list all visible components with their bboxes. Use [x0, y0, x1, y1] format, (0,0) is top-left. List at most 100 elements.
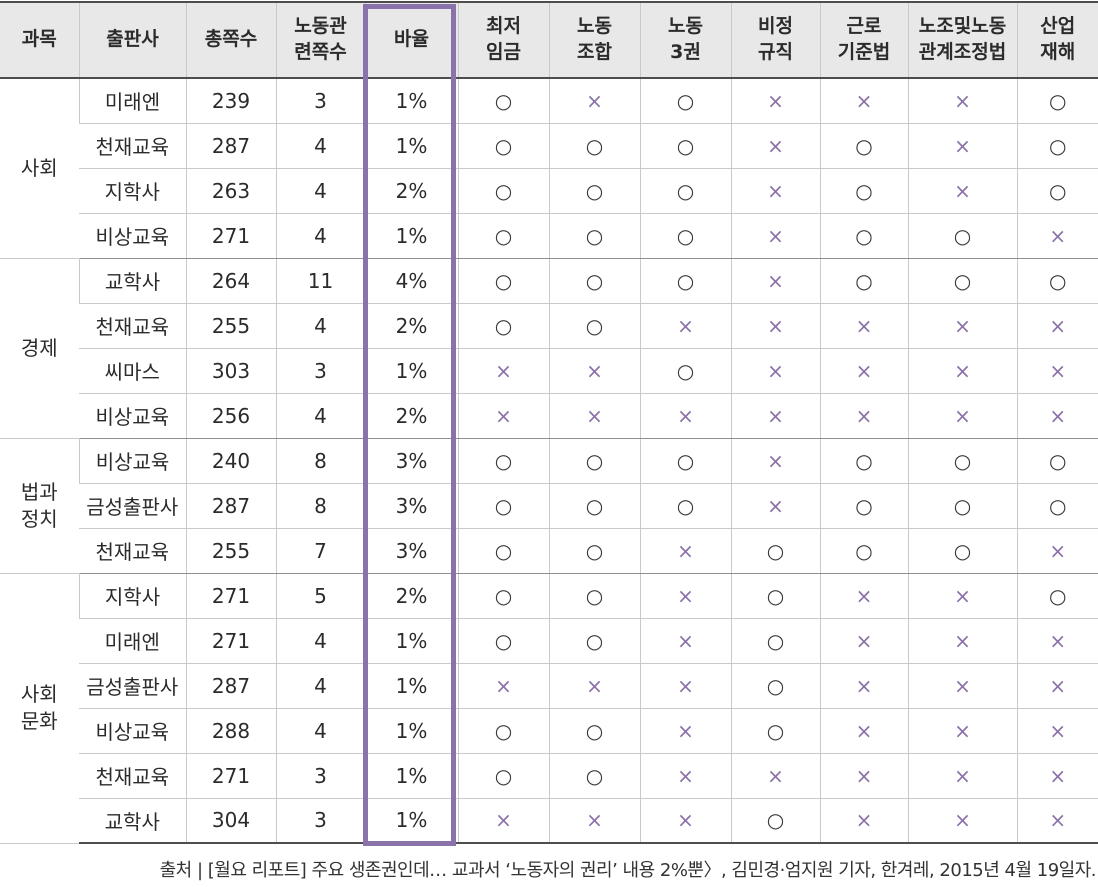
excluded-mark: ×	[907, 303, 1017, 349]
header-label: 최저	[486, 15, 521, 38]
included-mark: ○	[639, 213, 731, 259]
header-labor-pages: 노동관 련쪽수	[275, 1, 365, 79]
subject-cell: 사회 문화	[0, 573, 79, 844]
excluded-mark: ×	[907, 168, 1017, 214]
excluded-mark: ×	[1016, 798, 1098, 844]
excluded-mark: ×	[907, 708, 1017, 754]
publisher-cell: 비상교육	[79, 213, 186, 259]
excluded-mark: ×	[907, 393, 1017, 439]
labor-pages-cell: 11	[275, 258, 365, 304]
labor-pages-cell: 3	[275, 78, 365, 124]
header-label: 조합	[577, 41, 612, 63]
excluded-mark: ×	[819, 618, 908, 664]
header-labor-standards: 근로 기준법	[819, 1, 908, 79]
excluded-mark: ×	[819, 573, 908, 619]
publisher-cell: 금성출판사	[79, 483, 186, 529]
included-mark: ○	[548, 168, 640, 214]
ratio-cell: 1%	[364, 348, 458, 394]
header-row: 과목 출판사 총쪽수 노동관 련쪽수 바율 최저 임금 노동 조합 노동 3권 비정 규직…	[0, 1, 1098, 79]
ratio-cell: 1%	[364, 663, 458, 709]
publisher-cell: 씨마스	[79, 348, 186, 394]
publisher-cell: 교학사	[79, 798, 186, 844]
excluded-mark: ×	[730, 348, 820, 394]
included-mark: ○	[1016, 168, 1098, 214]
subject-cell: 경제	[0, 258, 79, 439]
excluded-mark: ×	[730, 168, 820, 214]
excluded-mark: ×	[1016, 303, 1098, 349]
included-mark: ○	[457, 573, 549, 619]
included-mark: ○	[639, 348, 731, 394]
labor-pages-cell: 3	[275, 348, 365, 394]
excluded-mark: ×	[907, 663, 1017, 709]
total-pages-cell: 287	[185, 123, 276, 169]
excluded-mark: ×	[819, 753, 908, 799]
total-pages-cell: 271	[185, 753, 276, 799]
excluded-mark: ×	[457, 348, 549, 394]
labor-pages-cell: 8	[275, 483, 365, 529]
excluded-mark: ×	[819, 78, 908, 124]
excluded-mark: ×	[730, 78, 820, 124]
total-pages-cell: 263	[185, 168, 276, 214]
included-mark: ○	[548, 483, 640, 529]
excluded-mark: ×	[1016, 708, 1098, 754]
excluded-mark: ×	[1016, 663, 1098, 709]
excluded-mark: ×	[730, 438, 820, 484]
table-row: 경제 교학사 264 11 4% ○ ○ ○ × ○ ○ ○	[0, 258, 1098, 439]
excluded-mark: ×	[1016, 213, 1098, 259]
excluded-mark: ×	[907, 78, 1017, 124]
header-label: 근로	[846, 15, 882, 38]
labor-pages-cell: 4	[275, 213, 365, 259]
subject-label: 정치	[20, 506, 58, 531]
excluded-mark: ×	[1016, 348, 1098, 394]
excluded-mark: ×	[819, 663, 908, 709]
publisher-cell: 비상교육	[79, 708, 186, 754]
header-three-rights: 노동 3권	[639, 1, 731, 79]
header-label: 규직	[758, 41, 793, 63]
header-label: 노동관	[294, 15, 347, 38]
ratio-cell: 1%	[364, 78, 458, 124]
included-mark: ○	[730, 528, 820, 574]
included-mark: ○	[639, 168, 731, 214]
excluded-mark: ×	[548, 798, 640, 844]
included-mark: ○	[1016, 258, 1098, 304]
included-mark: ○	[639, 78, 731, 124]
ratio-cell: 1%	[364, 753, 458, 799]
table-row: 지학사 263 4 2% ○ ○ ○ × ○ × ○	[0, 168, 1098, 214]
header-label: 3권	[670, 41, 701, 63]
header-union: 노동 조합	[548, 1, 640, 79]
header-label: 총쪽수	[204, 28, 258, 51]
publisher-cell: 천재교육	[79, 303, 186, 349]
excluded-mark: ×	[730, 483, 820, 529]
ratio-cell: 2%	[364, 573, 458, 619]
total-pages-cell: 240	[185, 438, 276, 484]
ratio-cell: 1%	[364, 708, 458, 754]
header-label: 바율	[394, 28, 429, 51]
included-mark: ○	[457, 483, 549, 529]
labor-pages-cell: 4	[275, 618, 365, 664]
included-mark: ○	[907, 438, 1017, 484]
excluded-mark: ×	[907, 798, 1017, 844]
table-row: 금성출판사 287 8 3% ○ ○ ○ × ○ ○ ○	[0, 483, 1098, 529]
total-pages-cell: 256	[185, 393, 276, 439]
included-mark: ○	[548, 303, 640, 349]
header-label: 노조및노동	[918, 15, 1007, 38]
included-mark: ○	[819, 123, 908, 169]
excluded-mark: ×	[639, 528, 731, 574]
excluded-mark: ×	[639, 303, 731, 349]
total-pages-cell: 304	[185, 798, 276, 844]
subject-label: 경제	[20, 335, 58, 360]
total-pages-cell: 287	[185, 663, 276, 709]
excluded-mark: ×	[819, 348, 908, 394]
total-pages-cell: 271	[185, 618, 276, 664]
included-mark: ○	[548, 753, 640, 799]
excluded-mark: ×	[819, 708, 908, 754]
included-mark: ○	[548, 438, 640, 484]
excluded-mark: ×	[1016, 618, 1098, 664]
publisher-cell: 천재교육	[79, 528, 186, 574]
excluded-mark: ×	[639, 708, 731, 754]
included-mark: ○	[457, 618, 549, 664]
included-mark: ○	[819, 213, 908, 259]
excluded-mark: ×	[639, 663, 731, 709]
included-mark: ○	[457, 753, 549, 799]
table-row: 비상교육 288 4 1% ○ ○ × ○ × × ×	[0, 708, 1098, 754]
